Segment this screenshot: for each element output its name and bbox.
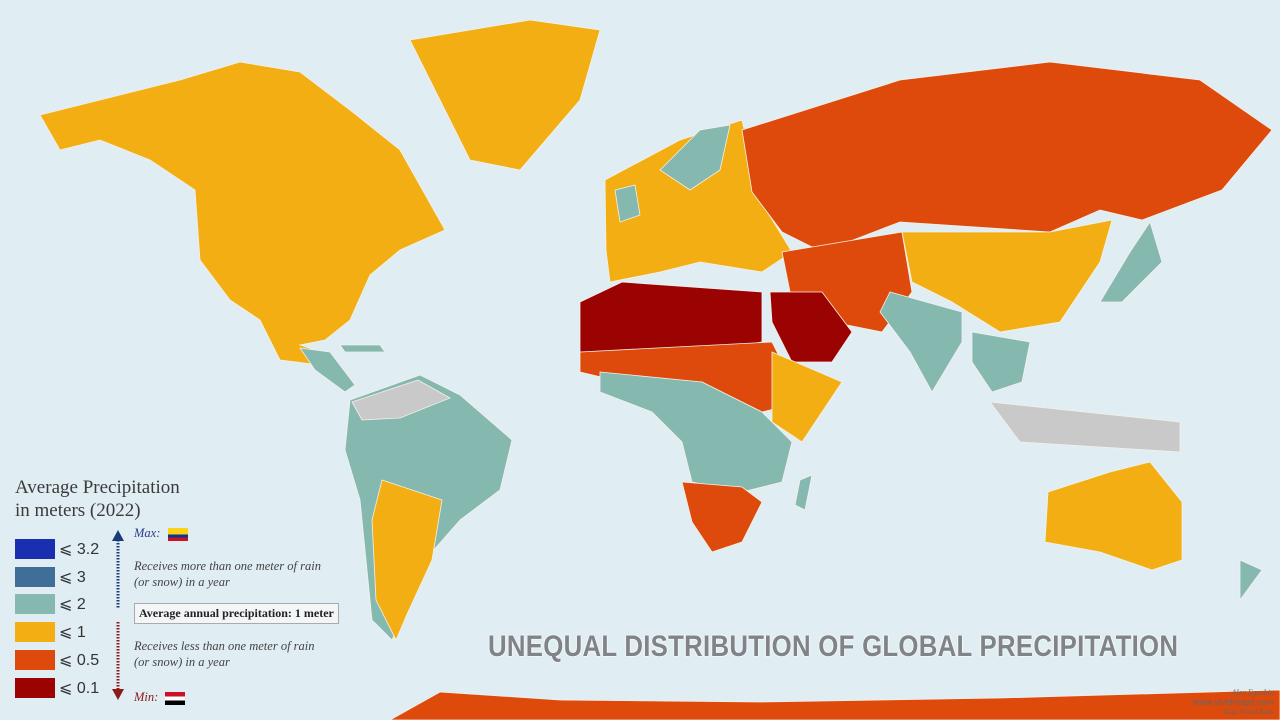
scandinavia xyxy=(659,124,731,191)
average-precipitation-box: Average annual precipitation: 1 meter xyxy=(134,603,339,624)
horn-of-africa xyxy=(771,351,843,443)
argentina-chile xyxy=(371,479,443,641)
indonesia xyxy=(989,401,1181,453)
europe-asia xyxy=(604,61,1273,453)
legend-title: Average Precipitation in meters (2022) xyxy=(15,476,180,522)
madagascar xyxy=(794,474,813,511)
australia xyxy=(1044,461,1183,571)
southern-africa xyxy=(681,481,763,553)
legend-swatch xyxy=(15,594,55,615)
legend-swatch xyxy=(15,622,55,643)
legend-class-label: ⩽ 0.1 xyxy=(59,679,100,697)
legend-class: ⩽ 0.1 xyxy=(15,674,99,702)
credit-author: Alex Egoshin xyxy=(1231,688,1274,697)
credit-source: Data: World Bank xyxy=(1223,708,1274,716)
more-note-line2: (or snow) in a year xyxy=(134,575,230,589)
uk-ireland xyxy=(614,184,641,223)
legend-class: ⩽ 3 xyxy=(15,563,99,591)
egypt-flag-icon xyxy=(165,691,186,705)
max-label-row: Max: xyxy=(134,526,188,541)
legend-class-label: ⩽ 3.2 xyxy=(59,540,100,558)
africa xyxy=(579,281,843,553)
legend-classes: ⩽ 3.2 ⩽ 3 ⩽ 2 ⩽ 1 ⩽ 0.5 ⩽ 0.1 xyxy=(15,535,99,702)
legend-swatch xyxy=(15,677,55,698)
greenland xyxy=(409,19,601,171)
south-america xyxy=(344,374,513,641)
japan-korea xyxy=(1099,221,1163,303)
min-label-row: Min: xyxy=(134,690,186,705)
less-note-line2: (or snow) in a year xyxy=(134,655,230,669)
less-rain-note: Receives less than one meter of rain (or… xyxy=(134,638,315,670)
colombia-flag-icon xyxy=(167,527,188,541)
oceania xyxy=(1044,461,1263,602)
north-america xyxy=(39,19,601,393)
less-note-line1: Receives less than one meter of rain xyxy=(134,639,315,653)
legend-class: ⩽ 2 xyxy=(15,591,99,619)
legend-class: ⩽ 1 xyxy=(15,618,99,646)
down-arrow-icon xyxy=(112,689,124,700)
canada-usa-region xyxy=(39,61,446,366)
legend-class: ⩽ 3.2 xyxy=(15,535,99,563)
legend-class-label: ⩽ 3 xyxy=(59,568,86,586)
southeast-asia xyxy=(971,331,1031,393)
up-arrow-icon xyxy=(112,530,124,541)
legend-title-line1: Average Precipitation xyxy=(15,477,180,498)
max-label: Max: xyxy=(134,526,161,540)
credit-site: www.vividmaps.com xyxy=(1192,697,1274,707)
india xyxy=(879,291,963,393)
legend-swatch xyxy=(15,566,55,587)
arabia xyxy=(769,291,853,363)
map-title: UNEQUAL DISTRIBUTION OF GLOBAL PRECIPITA… xyxy=(488,630,1179,663)
legend-arrows xyxy=(112,530,124,700)
legend-swatch xyxy=(15,650,55,671)
legend-class-label: ⩽ 0.5 xyxy=(59,652,100,670)
legend-class-label: ⩽ 2 xyxy=(59,596,86,614)
legend-swatch xyxy=(15,538,55,559)
legend-title-line2: in meters (2022) xyxy=(15,500,141,521)
legend-class-label: ⩽ 1 xyxy=(59,624,86,642)
northwest-south-america xyxy=(351,379,451,421)
antarctica xyxy=(389,689,1280,720)
new-zealand xyxy=(1239,559,1263,602)
russia xyxy=(741,61,1273,253)
china xyxy=(901,219,1113,333)
caribbean xyxy=(339,344,386,353)
more-rain-note: Receives more than one meter of rain (or… xyxy=(134,558,321,590)
central-america xyxy=(299,347,356,393)
more-note-line1: Receives more than one meter of rain xyxy=(134,559,321,573)
legend-class: ⩽ 0.5 xyxy=(15,646,99,674)
min-label: Min: xyxy=(134,690,159,704)
